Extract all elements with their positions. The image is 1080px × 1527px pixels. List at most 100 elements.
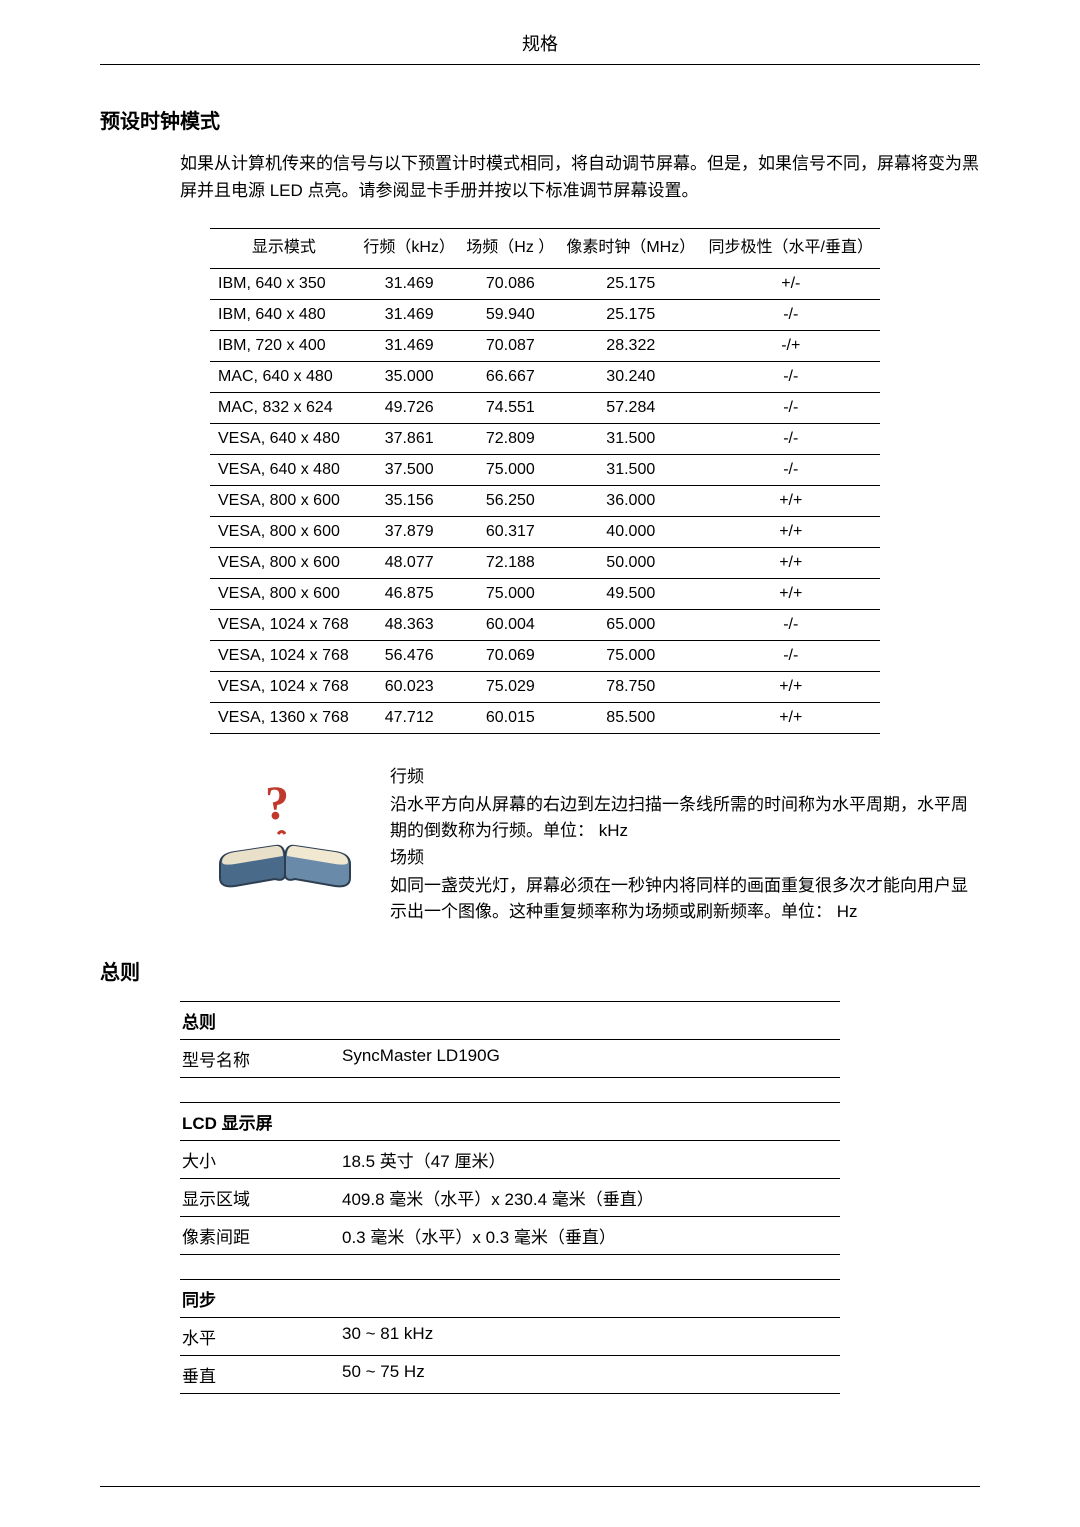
table-cell: 25.175 bbox=[560, 299, 702, 330]
table-cell: 31.469 bbox=[358, 299, 461, 330]
table-cell: +/+ bbox=[702, 516, 880, 547]
spec-row: 大小18.5 英寸（47 厘米） bbox=[180, 1141, 840, 1179]
table-row: VESA, 1360 x 76847.71260.01585.500+/+ bbox=[210, 702, 880, 733]
table-row: MAC, 832 x 62449.72674.55157.284-/- bbox=[210, 392, 880, 423]
table-cell: 46.875 bbox=[358, 578, 461, 609]
table-cell: 65.000 bbox=[560, 609, 702, 640]
table-cell: +/- bbox=[702, 268, 880, 299]
vfreq-def-title: 场频 bbox=[390, 845, 980, 871]
timing-table-header-row: 显示模式 行频（kHz） 场频（Hz ） 像素时钟（MHz） 同步极性（水平/垂… bbox=[210, 229, 880, 268]
table-cell: +/+ bbox=[702, 485, 880, 516]
table-cell: 70.086 bbox=[461, 268, 560, 299]
table-cell: 70.087 bbox=[461, 330, 560, 361]
table-row: VESA, 1024 x 76848.36360.00465.000-/- bbox=[210, 609, 880, 640]
footer-rule bbox=[100, 1486, 980, 1487]
table-row: VESA, 800 x 60048.07772.18850.000+/+ bbox=[210, 547, 880, 578]
table-cell: -/- bbox=[702, 609, 880, 640]
spec-value: 18.5 英寸（47 厘米） bbox=[342, 1147, 840, 1172]
table-cell: 72.809 bbox=[461, 423, 560, 454]
table-cell: VESA, 1024 x 768 bbox=[210, 640, 358, 671]
spec-group-heading: LCD 显示屏 bbox=[180, 1102, 840, 1141]
table-row: VESA, 1024 x 76860.02375.02978.750+/+ bbox=[210, 671, 880, 702]
col-hfreq: 行频（kHz） bbox=[358, 229, 461, 268]
table-cell: IBM, 720 x 400 bbox=[210, 330, 358, 361]
table-cell: 30.240 bbox=[560, 361, 702, 392]
table-cell: VESA, 800 x 600 bbox=[210, 516, 358, 547]
table-cell: 47.712 bbox=[358, 702, 461, 733]
table-cell: -/- bbox=[702, 361, 880, 392]
table-cell: -/- bbox=[702, 299, 880, 330]
spec-label: 大小 bbox=[182, 1147, 342, 1172]
page-header-title: 规格 bbox=[100, 30, 980, 65]
table-cell: 37.500 bbox=[358, 454, 461, 485]
table-cell: +/+ bbox=[702, 702, 880, 733]
table-cell: 59.940 bbox=[461, 299, 560, 330]
table-cell: 60.004 bbox=[461, 609, 560, 640]
table-row: VESA, 800 x 60035.15656.25036.000+/+ bbox=[210, 485, 880, 516]
table-cell: 75.000 bbox=[560, 640, 702, 671]
table-cell: 49.500 bbox=[560, 578, 702, 609]
table-cell: VESA, 800 x 600 bbox=[210, 578, 358, 609]
table-cell: 40.000 bbox=[560, 516, 702, 547]
vfreq-def-body: 如同一盏荧光灯，屏幕必须在一秒钟内将同样的画面重复很多次才能向用户显示出一个图像… bbox=[390, 876, 968, 921]
col-pixel-clock: 像素时钟（MHz） bbox=[560, 229, 702, 268]
spec-label: 像素间距 bbox=[182, 1223, 342, 1248]
table-row: VESA, 640 x 48037.50075.00031.500-/- bbox=[210, 454, 880, 485]
table-cell: -/- bbox=[702, 392, 880, 423]
hfreq-def-body: 沿水平方向从屏幕的右边到左边扫描一条线所需的时间称为水平周期，水平周期的倒数称为… bbox=[390, 795, 968, 840]
spec-label: 显示区域 bbox=[182, 1185, 342, 1210]
table-cell: 60.317 bbox=[461, 516, 560, 547]
table-row: MAC, 640 x 48035.00066.66730.240-/- bbox=[210, 361, 880, 392]
table-cell: 49.726 bbox=[358, 392, 461, 423]
table-cell: 60.023 bbox=[358, 671, 461, 702]
table-cell: 56.476 bbox=[358, 640, 461, 671]
table-row: IBM, 640 x 35031.46970.08625.175+/- bbox=[210, 268, 880, 299]
table-cell: 74.551 bbox=[461, 392, 560, 423]
table-cell: 75.000 bbox=[461, 454, 560, 485]
table-cell: 31.469 bbox=[358, 268, 461, 299]
table-row: IBM, 720 x 40031.46970.08728.322-/+ bbox=[210, 330, 880, 361]
table-cell: MAC, 832 x 624 bbox=[210, 392, 358, 423]
table-cell: 31.500 bbox=[560, 423, 702, 454]
table-cell: -/- bbox=[702, 454, 880, 485]
timing-table: 显示模式 行频（kHz） 场频（Hz ） 像素时钟（MHz） 同步极性（水平/垂… bbox=[210, 228, 880, 733]
table-cell: +/+ bbox=[702, 671, 880, 702]
table-cell: -/- bbox=[702, 640, 880, 671]
table-cell: IBM, 640 x 480 bbox=[210, 299, 358, 330]
definitions-block: ? 行频 沿水平方向从屏幕的右边到左边扫描一条线所需的时间称为水平周期，水平周期… bbox=[210, 764, 980, 926]
table-cell: 48.363 bbox=[358, 609, 461, 640]
spec-row: 垂直50 ~ 75 Hz bbox=[180, 1356, 840, 1394]
table-cell: 37.879 bbox=[358, 516, 461, 547]
col-display-mode: 显示模式 bbox=[210, 229, 358, 268]
spec-label: 型号名称 bbox=[182, 1046, 342, 1071]
spec-group-heading: 总则 bbox=[180, 1001, 840, 1040]
col-vfreq: 场频（Hz ） bbox=[461, 229, 560, 268]
table-cell: 25.175 bbox=[560, 268, 702, 299]
table-row: VESA, 800 x 60037.87960.31740.000+/+ bbox=[210, 516, 880, 547]
spec-value: SyncMaster LD190G bbox=[342, 1046, 840, 1071]
table-cell: 48.077 bbox=[358, 547, 461, 578]
preset-intro: 如果从计算机传来的信号与以下预置计时模式相同，将自动调节屏幕。但是，如果信号不同… bbox=[180, 150, 980, 204]
spec-label: 水平 bbox=[182, 1324, 342, 1349]
table-cell: 75.029 bbox=[461, 671, 560, 702]
table-cell: VESA, 1360 x 768 bbox=[210, 702, 358, 733]
preset-heading: 预设时钟模式 bbox=[100, 105, 980, 134]
table-cell: 56.250 bbox=[461, 485, 560, 516]
table-cell: 31.469 bbox=[358, 330, 461, 361]
table-cell: 70.069 bbox=[461, 640, 560, 671]
col-sync-polarity: 同步极性（水平/垂直） bbox=[702, 229, 880, 268]
table-cell: 66.667 bbox=[461, 361, 560, 392]
table-cell: 50.000 bbox=[560, 547, 702, 578]
spec-value: 50 ~ 75 Hz bbox=[342, 1362, 840, 1387]
spec-group-heading: 同步 bbox=[180, 1279, 840, 1318]
table-row: IBM, 640 x 48031.46959.94025.175-/- bbox=[210, 299, 880, 330]
spec-row: 像素间距0.3 毫米（水平）x 0.3 毫米（垂直） bbox=[180, 1217, 840, 1255]
table-cell: -/- bbox=[702, 423, 880, 454]
table-cell: 60.015 bbox=[461, 702, 560, 733]
table-cell: +/+ bbox=[702, 547, 880, 578]
table-cell: 31.500 bbox=[560, 454, 702, 485]
table-cell: 78.750 bbox=[560, 671, 702, 702]
book-question-icon: ? bbox=[210, 774, 360, 894]
table-cell: +/+ bbox=[702, 578, 880, 609]
spec-value: 0.3 毫米（水平）x 0.3 毫米（垂直） bbox=[342, 1223, 840, 1248]
